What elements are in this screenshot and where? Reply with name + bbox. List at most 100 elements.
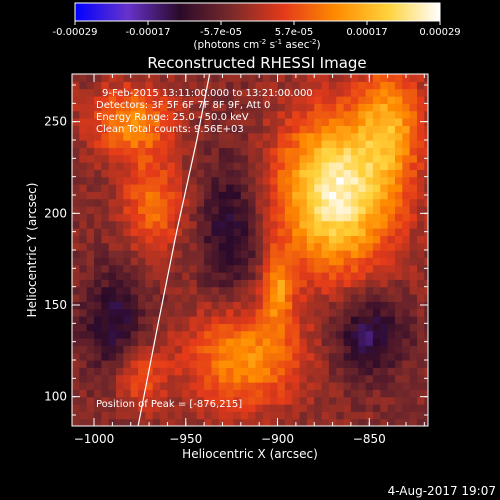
heatmap-cell [387, 286, 396, 295]
heatmap-cell [248, 382, 257, 390]
heatmap-cell [365, 396, 374, 405]
heatmap-cell [101, 272, 110, 280]
heatmap-cell [387, 396, 396, 405]
heatmap-cell [138, 162, 146, 170]
heatmap-cell [218, 132, 227, 141]
heatmap-cell [233, 338, 242, 346]
heatmap-cell [72, 162, 80, 170]
heatmap-cell [218, 88, 227, 97]
heatmap-cell [130, 272, 139, 280]
heatmap-cell [138, 330, 146, 339]
colorbar-tick-label: 0.00017 [346, 27, 387, 38]
heatmap-cell [328, 279, 337, 288]
heatmap-cell [306, 404, 315, 412]
heatmap-cell [255, 220, 264, 229]
heatmap-cell [336, 191, 345, 200]
heatmap-cell [262, 382, 271, 390]
heatmap-cell [167, 250, 176, 258]
heatmap-cell [240, 301, 249, 310]
heatmap-cell [233, 125, 242, 134]
heatmap-cell [284, 220, 293, 229]
heatmap-cell [167, 360, 176, 368]
heatmap-cell [152, 345, 161, 354]
heatmap-cell [343, 206, 352, 214]
heatmap-cell [130, 264, 139, 273]
heatmap-cell [350, 308, 359, 317]
heatmap-cell [130, 294, 139, 302]
heatmap-cell [152, 110, 161, 119]
heatmap-cell [189, 169, 198, 178]
heatmap-cell [182, 264, 191, 273]
heatmap-cell [160, 250, 169, 258]
heatmap-cell [270, 396, 279, 405]
heatmap-cell [255, 228, 264, 236]
heatmap-cell [160, 147, 169, 156]
heatmap-cell [387, 191, 396, 200]
heatmap-cell [328, 250, 337, 258]
heatmap-cell [94, 272, 102, 280]
heatmap-cell [284, 235, 293, 244]
heatmap-cell [343, 74, 352, 82]
heatmap-cell [182, 176, 191, 185]
heatmap-cell [233, 279, 242, 288]
heatmap-cell [167, 338, 176, 346]
heatmap-cell [226, 154, 235, 163]
heatmap-cell [387, 389, 396, 398]
heatmap-cell [284, 147, 293, 156]
heatmap-cell [182, 169, 191, 178]
heatmap-cell [79, 338, 88, 346]
heatmap-cell [372, 184, 381, 192]
heatmap-cell [277, 176, 286, 185]
heatmap-cell [416, 154, 425, 163]
heatmap-cell [145, 140, 154, 148]
heatmap-cell [321, 162, 330, 170]
heatmap-cell [314, 235, 323, 244]
heatmap-cell [299, 360, 308, 368]
heatmap-cell [123, 294, 132, 302]
heatmap-cell [328, 301, 337, 310]
heatmap-cell [116, 154, 124, 163]
heatmap-cell [108, 257, 117, 266]
heatmap-cell [145, 88, 154, 97]
heatmap-cell [211, 154, 220, 163]
heatmap-cell [101, 264, 110, 273]
heatmap-cell [182, 88, 191, 97]
info-line: Detectors: 3F 5F 6F 7F 8F 9F, Att 0 [96, 100, 270, 111]
heatmap-cell [79, 96, 88, 104]
heatmap-cell [218, 103, 227, 112]
heatmap-cell [101, 338, 110, 346]
heatmap-cell [116, 169, 124, 178]
heatmap-cell [372, 279, 381, 288]
heatmap-cell [270, 74, 279, 82]
heatmap-cell [123, 140, 132, 148]
heatmap-cell [270, 198, 279, 207]
heatmap-cell [306, 374, 315, 383]
heatmap-cell [189, 81, 198, 90]
heatmap-cell [270, 316, 279, 324]
heatmap-cell [152, 316, 161, 324]
heatmap-cell [336, 294, 345, 302]
heatmap-cell [116, 286, 124, 295]
heatmap-cell [72, 389, 80, 398]
heatmap-cell [409, 286, 418, 295]
heatmap-cell [145, 162, 154, 170]
heatmap-cell [138, 213, 146, 222]
heatmap-cell [270, 418, 279, 426]
heatmap-cell [86, 411, 95, 420]
heatmap-cell [160, 191, 169, 200]
heatmap-cell [336, 132, 345, 141]
heatmap-cell [365, 118, 374, 126]
heatmap-cell [116, 88, 124, 97]
heatmap-cell [394, 228, 403, 236]
heatmap-cell [380, 316, 389, 324]
heatmap-cell [306, 272, 315, 280]
heatmap-cell [424, 206, 428, 214]
heatmap-cell [380, 411, 389, 420]
heatmap-cell [160, 132, 169, 141]
heatmap-cell [409, 184, 418, 192]
heatmap-cell [387, 235, 396, 244]
heatmap-cell [306, 389, 315, 398]
heatmap-cell [123, 132, 132, 141]
heatmap-cell [321, 367, 330, 376]
heatmap-cell [233, 81, 242, 90]
